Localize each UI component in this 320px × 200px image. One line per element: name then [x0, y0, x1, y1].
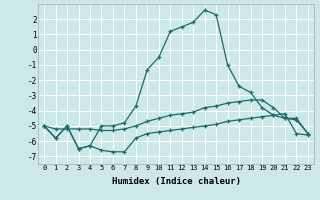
X-axis label: Humidex (Indice chaleur): Humidex (Indice chaleur): [111, 177, 241, 186]
